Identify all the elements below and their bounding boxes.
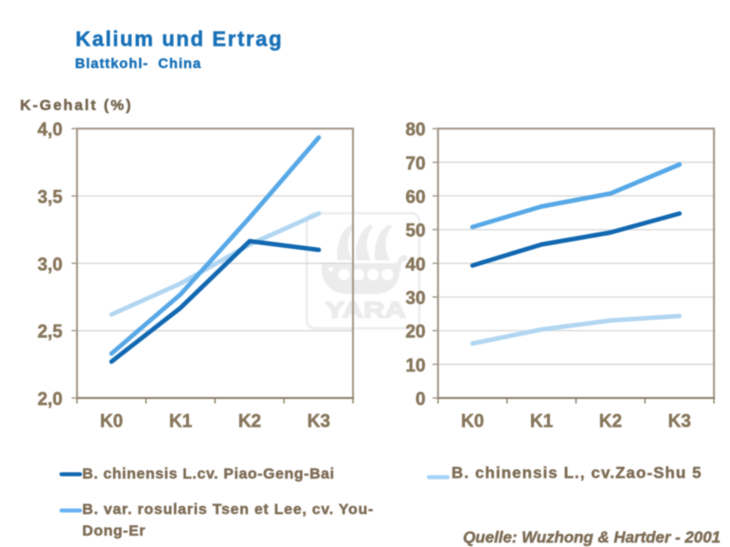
svg-text:0: 0 — [415, 389, 425, 409]
svg-text:3,0: 3,0 — [37, 254, 62, 274]
svg-text:70: 70 — [405, 153, 425, 173]
svg-text:Kalium und Ertrag: Kalium und Ertrag — [76, 28, 284, 51]
svg-text:3,5: 3,5 — [37, 187, 62, 207]
svg-text:80: 80 — [405, 120, 425, 140]
svg-text:YARA: YARA — [325, 298, 406, 323]
svg-text:K2: K2 — [238, 411, 261, 431]
svg-text:2,5: 2,5 — [37, 322, 62, 342]
svg-text:K1: K1 — [530, 411, 553, 431]
svg-text:2,0: 2,0 — [37, 389, 62, 409]
svg-text:K-Gehalt (%): K-Gehalt (%) — [20, 97, 133, 114]
svg-text:40: 40 — [405, 254, 425, 274]
svg-text:30: 30 — [405, 288, 425, 308]
svg-text:K0: K0 — [100, 411, 123, 431]
svg-text:B. var. rosularis Tsen et Lee,: B. var. rosularis Tsen et Lee, cv. You- — [82, 501, 374, 518]
svg-text:K0: K0 — [461, 411, 484, 431]
svg-text:K1: K1 — [169, 411, 192, 431]
svg-text:50: 50 — [405, 221, 425, 241]
svg-text:K2: K2 — [599, 411, 622, 431]
svg-text:20: 20 — [405, 322, 425, 342]
svg-text:60: 60 — [405, 187, 425, 207]
svg-text:K3: K3 — [668, 411, 691, 431]
svg-text:10: 10 — [405, 355, 425, 375]
svg-text:Dong-Er: Dong-Er — [82, 522, 145, 539]
svg-text:B. chinensis L., cv.Zao-Shu 5: B. chinensis L., cv.Zao-Shu 5 — [452, 465, 703, 482]
svg-text:4,0: 4,0 — [37, 120, 62, 140]
svg-text:Quelle: Wuzhong & Hartder - 20: Quelle: Wuzhong & Hartder - 2001 — [463, 530, 721, 547]
svg-text:Blattkohl- China: Blattkohl- China — [75, 55, 202, 71]
svg-text:K3: K3 — [307, 411, 330, 431]
svg-text:B. chinensis L.cv. Piao-Geng-B: B. chinensis L.cv. Piao-Geng-Bai — [82, 465, 334, 482]
